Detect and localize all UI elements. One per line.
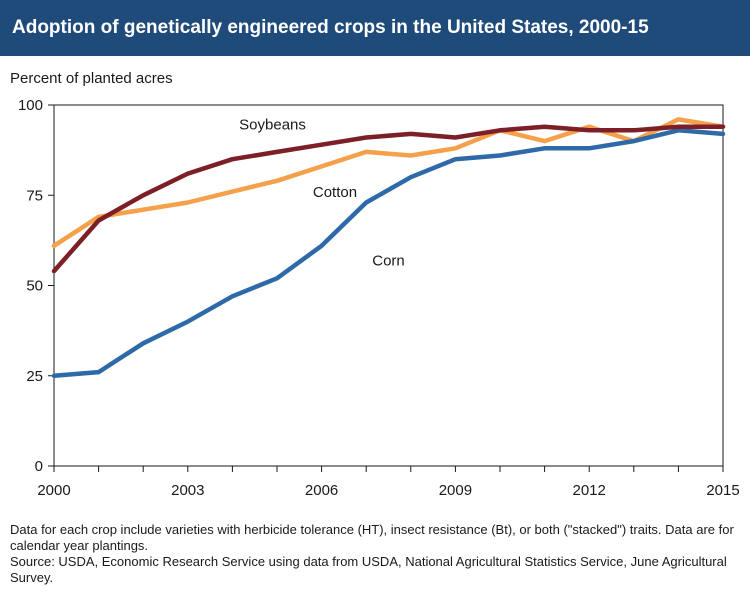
x-tick-label-0: 2000 (37, 482, 70, 499)
y-tick-label-1: 25 (26, 368, 43, 385)
series-line-corn (51, 128, 726, 379)
y-axis-label: Percent of planted acres (10, 70, 173, 87)
chart-title: Adoption of genetically engineered crops… (0, 0, 750, 56)
series-line-cotton (51, 117, 726, 249)
axes: 0 25 50 75 100 2000 2003 2006 2009 2012 2015 (18, 97, 740, 499)
y-tick-label-3: 75 (26, 187, 43, 204)
source-note: Source: USDA, Economic Research Service … (10, 554, 727, 585)
data-note: Data for each crop include varieties wit… (10, 522, 734, 553)
series-label-corn: Corn (372, 253, 405, 270)
x-tick-label-3: 2009 (439, 482, 472, 499)
y-tick-label-4: 100 (18, 97, 43, 114)
series-line-soybeans (51, 124, 726, 274)
x-tick-label-1: 2003 (171, 482, 204, 499)
chart-notes: Data for each crop include varieties wit… (10, 522, 740, 586)
x-tick-label-5: 2015 (706, 482, 739, 499)
series-lines (51, 117, 726, 379)
y-tick-label-2: 50 (26, 278, 43, 295)
y-tick-label-0: 0 (35, 458, 43, 475)
series-label-soybeans: Soybeans (239, 117, 306, 134)
x-tick-label-2: 2006 (305, 482, 338, 499)
series-label-cotton: Cotton (313, 184, 357, 201)
series-labels: Cotton Corn Soybeans (239, 117, 405, 270)
line-chart: 0 25 50 75 100 2000 2003 2006 2009 2012 2015 Cotto… (18, 97, 740, 499)
x-tick-label-4: 2012 (573, 482, 606, 499)
plot-frame (53, 104, 724, 467)
